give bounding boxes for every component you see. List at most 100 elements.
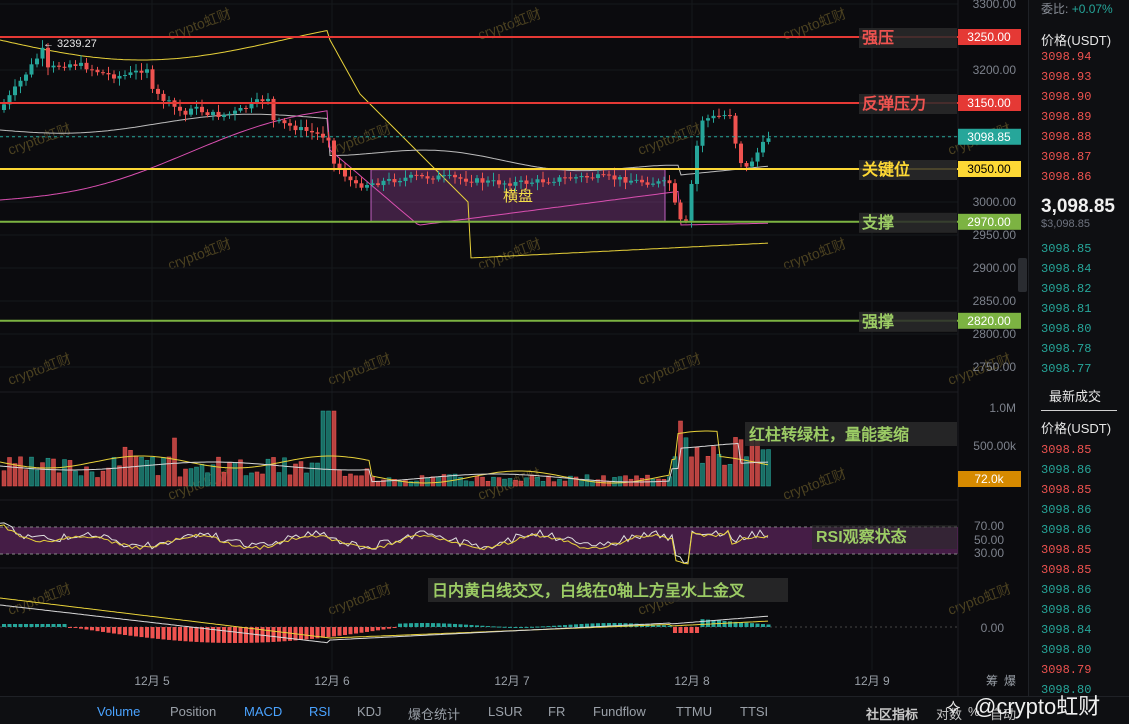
macd-histogram-bar bbox=[414, 623, 419, 627]
volume-bar bbox=[760, 449, 766, 487]
last-price: 3,098.85 bbox=[1041, 196, 1115, 217]
macd-histogram-bar bbox=[112, 627, 116, 634]
candle-body bbox=[623, 177, 628, 183]
macd-histogram-bar bbox=[475, 625, 479, 627]
volume-bar bbox=[705, 456, 711, 487]
ask-price-row[interactable]: 3098.88 bbox=[1041, 130, 1092, 144]
ask-price-row[interactable]: 3098.86 bbox=[1041, 170, 1092, 184]
ask-price-row[interactable]: 3098.87 bbox=[1041, 150, 1092, 164]
auto-scale-toggle[interactable]: 自动 bbox=[990, 707, 1017, 722]
chart-area[interactable]: crypto虹财 crypto虹财 crypto虹财 crypto虹财 crypto虹财… bbox=[0, 0, 1028, 696]
price-tick-label: 2750.00 bbox=[973, 360, 1017, 374]
indicator-tab[interactable]: TTMU bbox=[676, 704, 713, 719]
candle-body bbox=[348, 176, 353, 181]
volume-bar bbox=[700, 462, 705, 487]
candle-body bbox=[706, 118, 710, 121]
levels: 强压 3250.00 反弹压力 3150.00 关键位 3050.00 支撑 2970.00 强… bbox=[0, 28, 1021, 332]
candle-body bbox=[282, 120, 287, 124]
indicator-tab[interactable]: MACD bbox=[244, 704, 283, 719]
volume-bar bbox=[694, 446, 700, 487]
candle-body bbox=[112, 74, 116, 79]
trade-price-row: 3098.85 bbox=[1041, 563, 1092, 577]
bid-price-row[interactable]: 3098.85 bbox=[1041, 242, 1092, 256]
candle-body bbox=[238, 107, 243, 111]
volume-bar bbox=[29, 456, 34, 487]
candle-body bbox=[761, 141, 765, 153]
candle-body bbox=[563, 177, 567, 179]
price-tick-label: 3300.00 bbox=[973, 0, 1017, 11]
bid-price-row[interactable]: 3098.77 bbox=[1041, 362, 1092, 376]
level-price-tag bbox=[958, 29, 1021, 45]
indicator-tab[interactable]: TTSI bbox=[740, 704, 769, 719]
ask-price-row[interactable]: 3098.89 bbox=[1041, 110, 1092, 124]
candle-body bbox=[453, 174, 457, 178]
bid-price-row[interactable]: 3098.82 bbox=[1041, 282, 1092, 296]
volume-bar bbox=[403, 480, 408, 487]
bid-price-row[interactable]: 3098.80 bbox=[1041, 322, 1092, 336]
macd-histogram-bar bbox=[519, 626, 523, 628]
candle-body bbox=[640, 179, 644, 183]
community-indicators-button[interactable]: 社区指标 bbox=[866, 707, 919, 722]
indicator-tab[interactable]: LSUR bbox=[488, 704, 523, 719]
macd-histogram-bar bbox=[304, 627, 309, 640]
indicator-tab[interactable]: Fundflow bbox=[593, 704, 646, 719]
volume-bar bbox=[51, 458, 56, 487]
macd-histogram-bar bbox=[387, 627, 391, 629]
bid-price-row[interactable]: 3098.81 bbox=[1041, 302, 1092, 316]
volume-bar bbox=[293, 463, 298, 487]
volume-bar bbox=[18, 456, 23, 487]
macd-histogram-bar bbox=[409, 623, 413, 627]
candle-body bbox=[678, 202, 683, 220]
percent-scale-toggle[interactable]: % bbox=[968, 704, 980, 719]
volume-bar bbox=[238, 459, 243, 487]
candle-body bbox=[579, 175, 584, 178]
macd-histogram-bar bbox=[442, 623, 446, 627]
candle-body bbox=[700, 120, 705, 146]
candle-body bbox=[519, 180, 523, 182]
candle-body bbox=[326, 137, 331, 141]
price-tick-label: 2950.00 bbox=[973, 228, 1017, 242]
volume-bar bbox=[491, 476, 496, 487]
macd-histogram-bar bbox=[513, 626, 518, 628]
volume-bar bbox=[45, 457, 51, 487]
indicator-tab[interactable]: KDJ bbox=[357, 704, 382, 719]
main-chart[interactable]: crypto虹财 crypto虹财 crypto虹财 crypto虹财 crypto虹财… bbox=[0, 0, 1028, 696]
level-label-bg bbox=[859, 160, 957, 180]
macd-signal-line bbox=[0, 597, 769, 639]
volume-bar bbox=[56, 472, 62, 487]
bid-price-row[interactable]: 3098.78 bbox=[1041, 342, 1092, 356]
candle-body bbox=[79, 62, 83, 66]
macd-histogram-bar bbox=[607, 623, 611, 627]
candle-body bbox=[656, 181, 661, 184]
macd-histogram-bar bbox=[766, 624, 771, 627]
volume-bar bbox=[650, 478, 656, 487]
macd-histogram-bar bbox=[618, 623, 622, 627]
bollinger-lower bbox=[0, 110, 769, 226]
log-scale-toggle[interactable]: 对数 bbox=[936, 707, 963, 722]
indicator-tab[interactable]: Position bbox=[170, 704, 217, 719]
panel-collapse-handle[interactable] bbox=[1018, 258, 1027, 292]
candle-body bbox=[216, 111, 221, 117]
candle-body bbox=[18, 80, 23, 87]
trade-price-row: 3098.80 bbox=[1041, 683, 1092, 697]
volume-bar bbox=[353, 475, 359, 487]
macd-histogram-bar bbox=[51, 624, 56, 627]
volume-tick-label: 500.00k bbox=[973, 439, 1017, 453]
ask-price-row[interactable]: 3098.93 bbox=[1041, 70, 1092, 84]
candle-body bbox=[145, 69, 149, 73]
indicator-tab[interactable]: RSI bbox=[309, 704, 331, 719]
volume-tag-text: 72.0k bbox=[974, 472, 1004, 486]
bid-price-row[interactable]: 3098.84 bbox=[1041, 262, 1092, 276]
indicator-tab[interactable]: 爆仓统计 bbox=[408, 707, 461, 722]
latest-trades-title[interactable]: 最新成交 bbox=[1049, 389, 1102, 404]
candle-body bbox=[629, 180, 633, 183]
indicator-tab[interactable]: FR bbox=[548, 704, 566, 719]
ask-price-row[interactable]: 3098.90 bbox=[1041, 90, 1092, 104]
indicator-tab[interactable]: Volume bbox=[97, 704, 141, 719]
level-label-bg bbox=[859, 212, 957, 233]
macd-histogram-bar bbox=[403, 623, 408, 627]
candle-body bbox=[381, 180, 386, 186]
ask-price-row[interactable]: 3098.94 bbox=[1041, 50, 1092, 64]
volume-bar bbox=[150, 457, 155, 487]
